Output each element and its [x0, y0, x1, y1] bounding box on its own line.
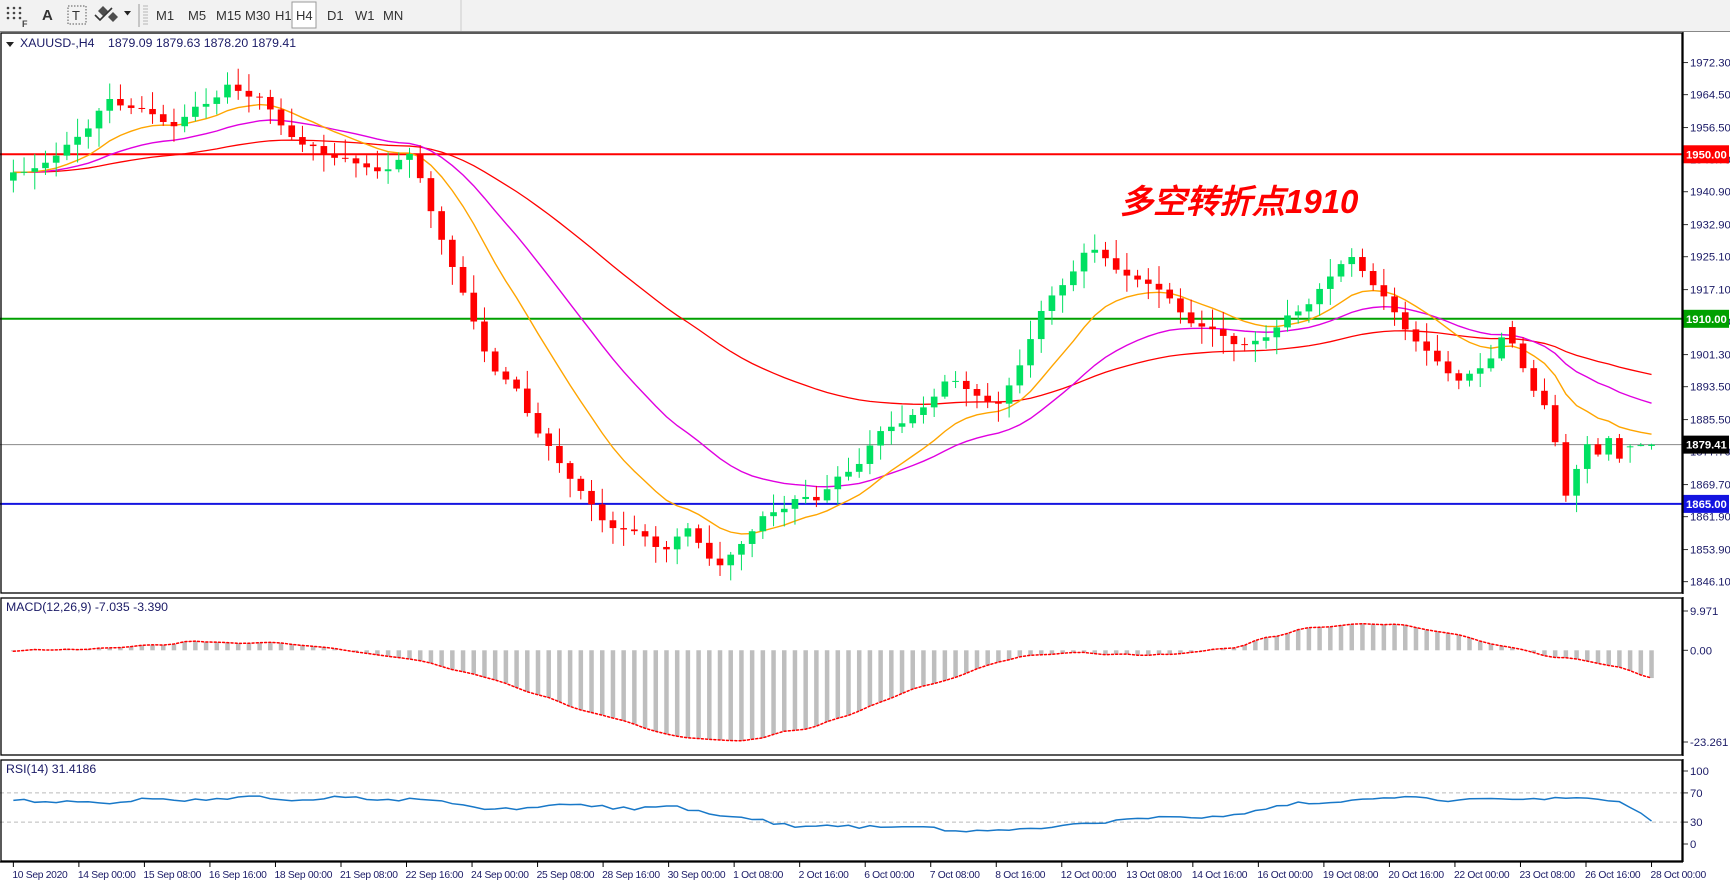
svg-text:1879.09 1879.63 1878.20 1879.4: 1879.09 1879.63 1878.20 1879.41 — [108, 36, 296, 50]
svg-text:14 Oct 16:00: 14 Oct 16:00 — [1192, 870, 1248, 881]
svg-text:19 Oct 08:00: 19 Oct 08:00 — [1323, 870, 1379, 881]
svg-text:1861.90: 1861.90 — [1690, 512, 1730, 524]
svg-text:21 Sep 08:00: 21 Sep 08:00 — [340, 870, 398, 881]
svg-text:14 Sep 00:00: 14 Sep 00:00 — [78, 870, 136, 881]
svg-text:1853.90: 1853.90 — [1690, 545, 1730, 557]
svg-text:M1: M1 — [156, 8, 174, 23]
svg-text:22 Sep 16:00: 22 Sep 16:00 — [406, 870, 464, 881]
svg-text:26 Oct 16:00: 26 Oct 16:00 — [1585, 870, 1641, 881]
svg-text:M15: M15 — [216, 8, 241, 23]
svg-text:23 Oct 08:00: 23 Oct 08:00 — [1519, 870, 1575, 881]
svg-text:12 Oct 00:00: 12 Oct 00:00 — [1061, 870, 1117, 881]
svg-text:15 Sep 08:00: 15 Sep 08:00 — [143, 870, 201, 881]
svg-text:30 Sep 00:00: 30 Sep 00:00 — [668, 870, 726, 881]
svg-text:1910.00: 1910.00 — [1686, 314, 1727, 326]
svg-text:F: F — [22, 19, 28, 29]
svg-text:A: A — [42, 7, 53, 24]
svg-text:70: 70 — [1690, 788, 1703, 800]
svg-text:D1: D1 — [327, 8, 344, 23]
svg-text:7 Oct 08:00: 7 Oct 08:00 — [930, 870, 981, 881]
svg-text:18 Sep 00:00: 18 Sep 00:00 — [274, 870, 332, 881]
svg-text:1950.00: 1950.00 — [1686, 149, 1727, 161]
svg-text:1885.50: 1885.50 — [1690, 415, 1730, 427]
svg-text:1956.50: 1956.50 — [1690, 123, 1730, 135]
svg-text:1879.41: 1879.41 — [1686, 440, 1727, 452]
svg-text:1 Oct 08:00: 1 Oct 08:00 — [733, 870, 784, 881]
svg-text:1901.30: 1901.30 — [1690, 350, 1730, 362]
svg-text:多空转折点1910: 多空转折点1910 — [1120, 183, 1359, 220]
svg-text:H1: H1 — [275, 8, 292, 23]
svg-text:1846.10: 1846.10 — [1690, 577, 1730, 589]
svg-text:0.00: 0.00 — [1690, 645, 1712, 657]
svg-text:22 Oct 00:00: 22 Oct 00:00 — [1454, 870, 1510, 881]
svg-text:RSI(14) 31.4186: RSI(14) 31.4186 — [6, 762, 96, 776]
svg-text:24 Sep 00:00: 24 Sep 00:00 — [471, 870, 529, 881]
svg-text:1932.90: 1932.90 — [1690, 220, 1730, 232]
svg-text:20 Oct 16:00: 20 Oct 16:00 — [1388, 870, 1444, 881]
svg-text:MACD(12,26,9) -7.035 -3.390: MACD(12,26,9) -7.035 -3.390 — [6, 600, 168, 614]
svg-text:30: 30 — [1690, 817, 1703, 829]
svg-text:1869.70: 1869.70 — [1690, 480, 1730, 492]
svg-text:-23.261: -23.261 — [1690, 737, 1728, 749]
svg-text:1865.00: 1865.00 — [1686, 499, 1727, 511]
svg-text:2 Oct 16:00: 2 Oct 16:00 — [799, 870, 850, 881]
svg-text:25 Sep 08:00: 25 Sep 08:00 — [537, 870, 595, 881]
svg-text:10 Sep 2020: 10 Sep 2020 — [12, 870, 68, 881]
svg-text:MN: MN — [383, 8, 403, 23]
svg-text:1972.30: 1972.30 — [1690, 58, 1730, 70]
svg-text:28 Sep 16:00: 28 Sep 16:00 — [602, 870, 660, 881]
svg-text:8 Oct 16:00: 8 Oct 16:00 — [995, 870, 1046, 881]
svg-text:16 Sep 16:00: 16 Sep 16:00 — [209, 870, 267, 881]
svg-text:6 Oct 00:00: 6 Oct 00:00 — [864, 870, 915, 881]
svg-text:M30: M30 — [245, 8, 270, 23]
svg-text:W1: W1 — [355, 8, 375, 23]
svg-text:T: T — [72, 8, 80, 23]
svg-text:0: 0 — [1690, 839, 1696, 851]
svg-text:H4: H4 — [296, 8, 313, 23]
svg-text:1940.90: 1940.90 — [1690, 187, 1730, 199]
svg-text:1917.10: 1917.10 — [1690, 285, 1730, 297]
svg-text:1925.10: 1925.10 — [1690, 252, 1730, 264]
svg-text:1964.50: 1964.50 — [1690, 90, 1730, 102]
svg-text:1893.50: 1893.50 — [1690, 382, 1730, 394]
svg-text:M5: M5 — [188, 8, 206, 23]
svg-text:13 Oct 08:00: 13 Oct 08:00 — [1126, 870, 1182, 881]
svg-text:16 Oct 00:00: 16 Oct 00:00 — [1257, 870, 1313, 881]
svg-text:100: 100 — [1690, 766, 1709, 778]
svg-text:XAUUSD-,H4: XAUUSD-,H4 — [20, 36, 95, 50]
svg-text:9.971: 9.971 — [1690, 606, 1718, 618]
svg-text:28 Oct 00:00: 28 Oct 00:00 — [1651, 870, 1707, 881]
